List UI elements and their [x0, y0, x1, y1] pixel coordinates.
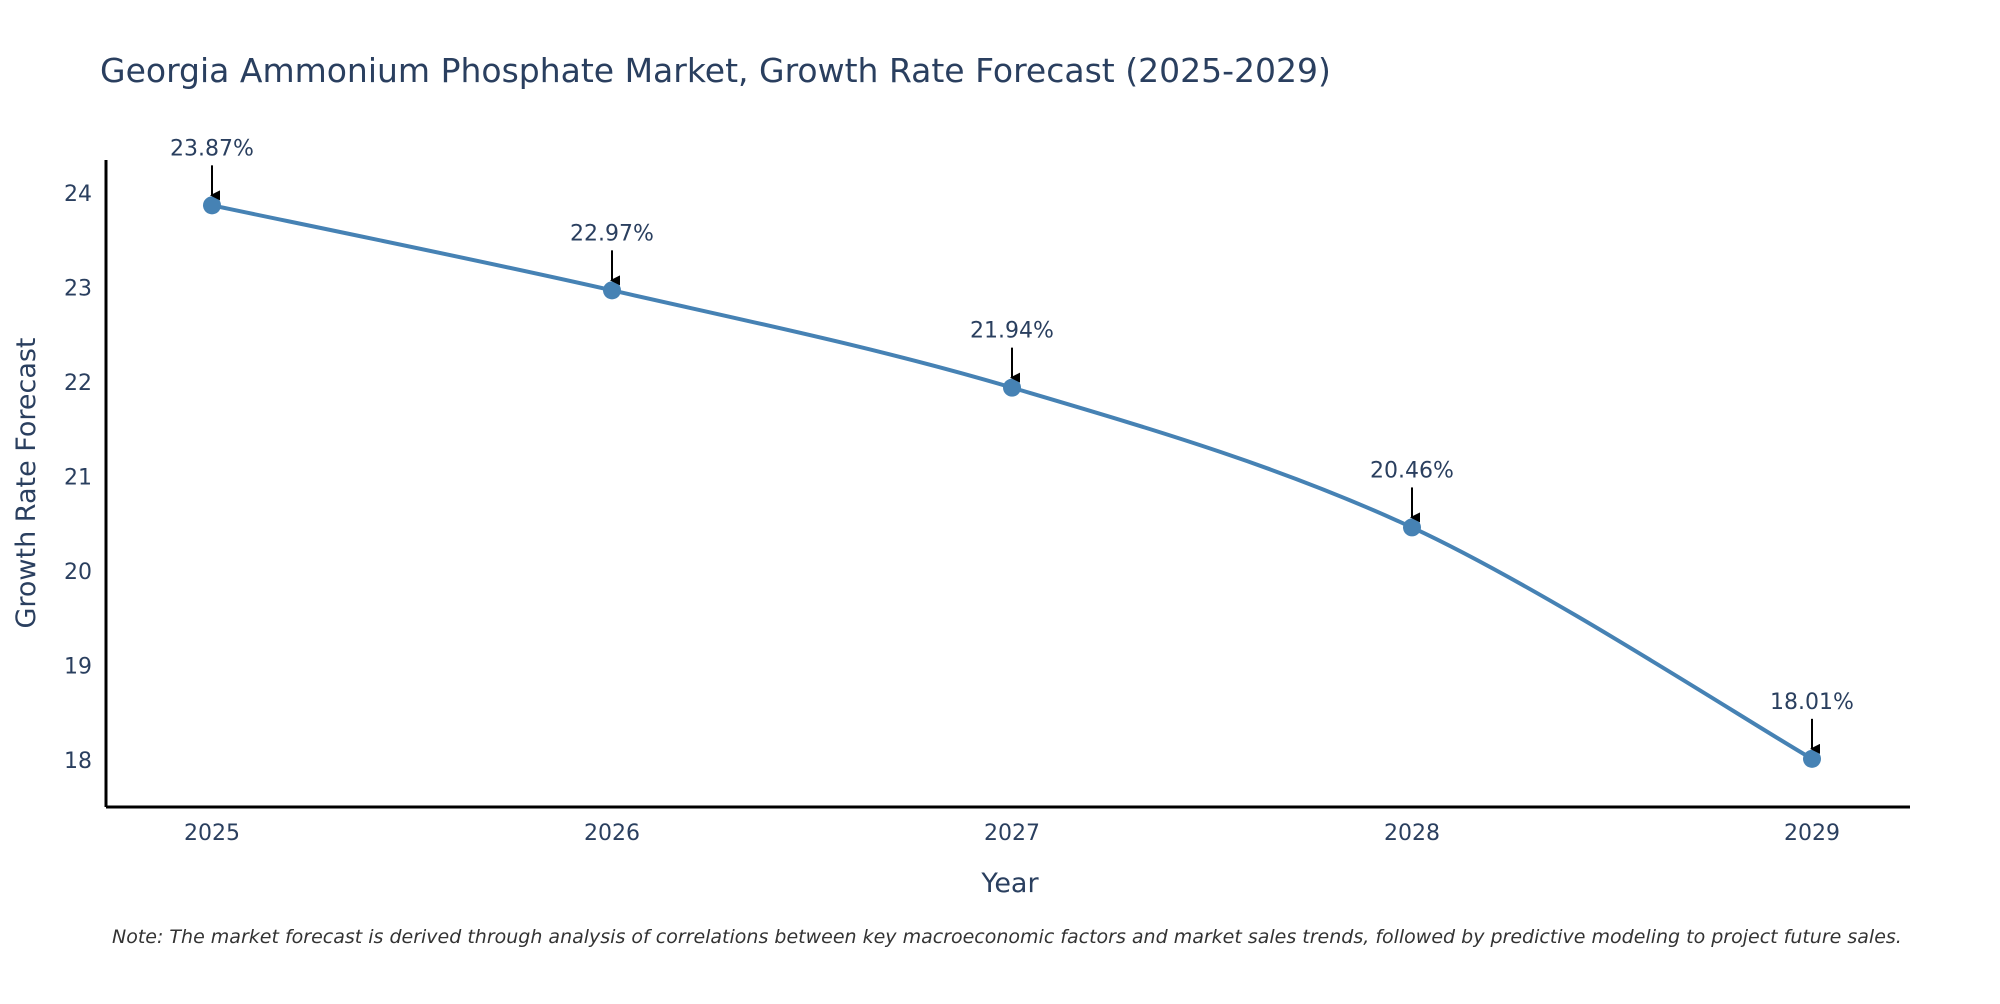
- x-tick-label: 2026: [584, 821, 640, 846]
- y-axis-title: Growth Rate Forecast: [11, 337, 42, 628]
- y-tick-label: 24: [64, 182, 92, 207]
- data-label: 22.97%: [570, 221, 654, 246]
- data-label: 23.87%: [170, 136, 254, 161]
- y-tick-label: 19: [64, 654, 92, 679]
- chart-note: Note: The market forecast is derived thr…: [112, 926, 1902, 948]
- data-point: [603, 281, 621, 300]
- y-tick-labels: 18 19 20 21 22 23 24: [64, 182, 92, 774]
- series-line: [211, 203, 1814, 761]
- axes: [104, 160, 1910, 809]
- data-label: 21.94%: [970, 319, 1054, 344]
- y-tick-label: 21: [64, 465, 92, 490]
- data-label: 18.01%: [1770, 690, 1854, 715]
- y-tick-label: 22: [64, 371, 92, 396]
- x-tick-label: 2028: [1384, 821, 1440, 846]
- data-points: [203, 196, 1821, 768]
- data-label: 20.46%: [1370, 458, 1454, 483]
- x-axis-title: Year: [980, 868, 1039, 899]
- x-tick-label: 2025: [184, 821, 240, 846]
- y-tick-label: 23: [64, 277, 92, 302]
- data-point: [1403, 518, 1421, 537]
- data-point: [1803, 749, 1821, 768]
- y-tick-label: 20: [64, 560, 92, 585]
- x-tick-label: 2027: [984, 821, 1040, 846]
- chart-title: Georgia Ammonium Phosphate Market, Growt…: [100, 51, 1331, 90]
- data-point: [1003, 378, 1021, 397]
- data-annotations: 23.87% 22.97% 21.94% 20.46% 18.01%: [170, 136, 1854, 754]
- data-point: [203, 196, 221, 215]
- y-tick-label: 18: [64, 749, 92, 774]
- x-tick-label: 2029: [1784, 821, 1840, 846]
- x-tick-labels: 2025 2026 2027 2028 2029: [184, 821, 1840, 846]
